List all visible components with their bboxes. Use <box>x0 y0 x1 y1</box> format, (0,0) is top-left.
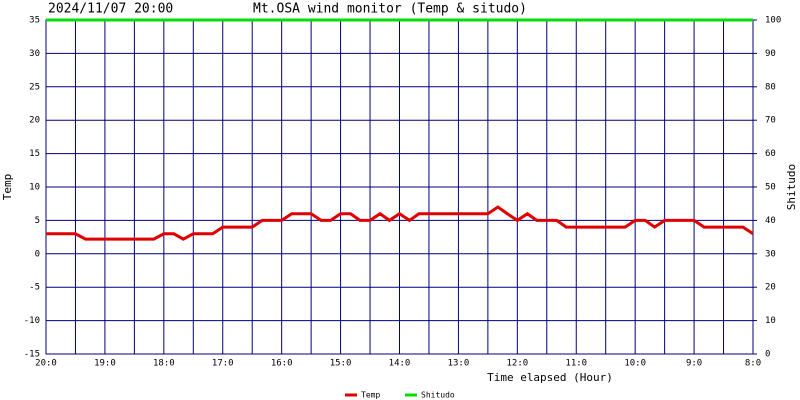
chart-title: Mt.OSA wind monitor (Temp & situdo) <box>253 2 527 17</box>
y-tick-label: -15 <box>24 350 40 360</box>
y2-tick-label: 0 <box>765 350 770 360</box>
y-tick-label: -5 <box>29 283 40 293</box>
x-tick-label: 19:0 <box>94 359 116 369</box>
series-line <box>46 205 754 241</box>
y-tick-label: 0 <box>35 249 40 259</box>
y2-tick-label: 60 <box>765 149 776 159</box>
x-axis-label: Time elapsed (Hour) <box>487 371 613 384</box>
legend-label: Temp <box>361 391 380 400</box>
y-tick-label: 10 <box>29 183 40 193</box>
y2-tick-label: 40 <box>765 216 776 226</box>
y2-tick-label: 100 <box>765 16 781 26</box>
y2-tick-label: 70 <box>765 116 776 126</box>
x-tick-label: 13:0 <box>448 359 470 369</box>
x-tick-label: 17:0 <box>212 359 234 369</box>
x-tick-label: 9:0 <box>686 359 702 369</box>
y-tick-label: -10 <box>24 316 40 326</box>
y2-tick-label: 90 <box>765 49 776 59</box>
y-tick-label: 20 <box>29 116 40 126</box>
y-tick-label: 30 <box>29 49 40 59</box>
x-tick-label: 16:0 <box>271 359 293 369</box>
x-tick-label: 18:0 <box>153 359 175 369</box>
x-tick-label: 8:0 <box>745 359 761 369</box>
y-tick-label: 5 <box>35 216 40 226</box>
y2-tick-label: 30 <box>765 249 776 259</box>
y2-axis-label: Shitudo <box>785 164 798 210</box>
x-tick-label: 10:0 <box>624 359 646 369</box>
y-axis-label: Temp <box>1 174 14 201</box>
y2-tick-label: 80 <box>765 82 776 92</box>
timestamp: 2024/11/07 20:00 <box>48 2 173 17</box>
x-tick-label: 12:0 <box>506 359 528 369</box>
y-tick-label: 15 <box>29 149 40 159</box>
x-tick-label: 14:0 <box>389 359 411 369</box>
legend-label: Shitudo <box>421 391 455 400</box>
y-tick-label: 25 <box>29 82 40 92</box>
x-tick-label: 11:0 <box>565 359 587 369</box>
x-tick-label: 15:0 <box>330 359 352 369</box>
y-tick-label: 35 <box>29 16 40 26</box>
y2-tick-label: 50 <box>765 183 776 193</box>
y2-tick-label: 10 <box>765 316 776 326</box>
x-tick-label: 20:0 <box>35 359 57 369</box>
y2-tick-label: 20 <box>765 283 776 293</box>
